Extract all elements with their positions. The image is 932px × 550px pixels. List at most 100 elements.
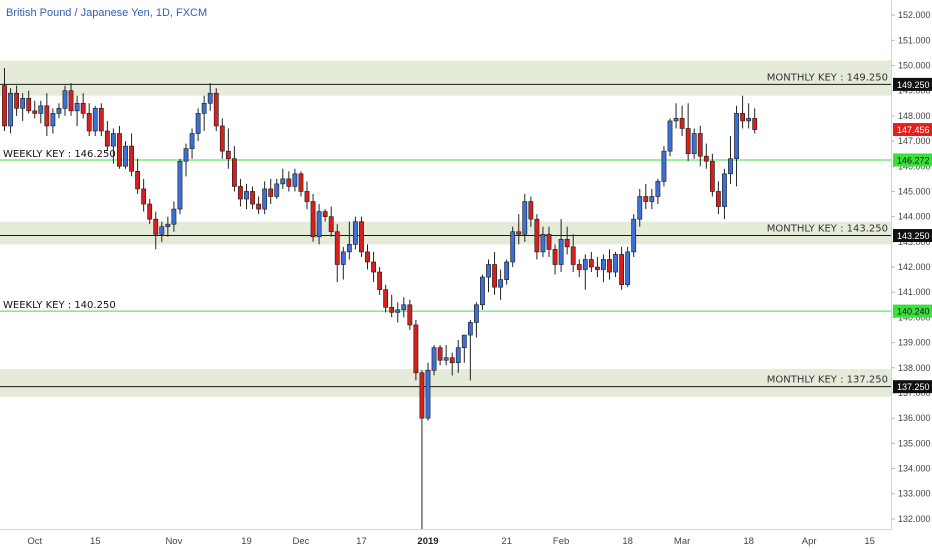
monthly-key-label: MONTHLY KEY : 149.250	[767, 72, 888, 83]
time-tick-label: 18	[622, 536, 633, 547]
monthly-key-label: MONTHLY KEY : 143.250	[767, 224, 888, 235]
candle-body	[165, 223, 171, 228]
candle-body	[111, 133, 116, 147]
candle-body	[298, 173, 304, 192]
candle-body	[661, 150, 667, 182]
candle-body	[431, 347, 437, 371]
candle-body	[703, 155, 709, 162]
time-tick-label: 19	[241, 536, 252, 547]
price-tick-label: 147.000	[898, 136, 931, 146]
time-tick-label: 15	[90, 536, 101, 547]
candle-body	[238, 186, 243, 200]
candle-body	[86, 113, 92, 132]
price-tick-label: 150.000	[898, 60, 931, 70]
candle-body	[522, 201, 528, 235]
weekly-key-label: WEEKLY KEY : 140.250	[3, 300, 116, 311]
candle-body	[395, 309, 401, 313]
time-axis[interactable]: Oct 15 Nov 19 Dec 17 2019 21 Feb 18 Mar 18 Apr 15	[27, 536, 875, 547]
candle-body	[389, 307, 395, 313]
chart-title: British Pound / Japanese Yen, 1D, FXCM	[6, 7, 207, 19]
candle-body	[546, 233, 552, 250]
candle-body	[504, 261, 510, 280]
candle-body	[310, 201, 316, 238]
price-tags-layer: 149.250 143.250 137.250 146.272 140.240 147.4…	[893, 77, 932, 394]
price-tick-label: 133.000	[898, 489, 931, 499]
time-tick-label: Nov	[165, 536, 182, 547]
zones-layer	[0, 60, 891, 397]
candle-body	[697, 133, 703, 157]
candle-body	[752, 118, 758, 130]
candle-body	[44, 105, 50, 127]
price-tick-label: 145.000	[898, 186, 931, 196]
candle-body	[201, 102, 207, 114]
candle-body	[492, 264, 497, 288]
candle-body	[56, 108, 62, 114]
monthly-price-tag: 149.250	[897, 80, 930, 90]
candle-body	[534, 218, 540, 253]
price-tick-label: 142.000	[898, 262, 931, 272]
monthly-key-label: MONTHLY KEY : 137.250	[767, 375, 888, 386]
candle-body	[740, 113, 745, 122]
candle-body	[486, 264, 491, 278]
candle-body	[334, 231, 340, 265]
candle-body	[340, 251, 346, 265]
candle-body	[50, 113, 56, 127]
candle-body	[135, 170, 140, 190]
candle-body	[649, 196, 655, 202]
candle-body	[588, 259, 594, 268]
candle-body	[232, 158, 237, 187]
candle-body	[183, 148, 189, 162]
candle-body	[304, 191, 310, 202]
candle-body	[594, 266, 600, 270]
candle-body	[14, 92, 19, 109]
candle-body	[80, 102, 86, 114]
candle-body	[268, 188, 274, 197]
weekly-price-tag-bg	[893, 153, 932, 167]
candle-body	[177, 160, 183, 210]
candle-body	[280, 178, 286, 185]
candle-body	[613, 254, 618, 273]
candle-body	[153, 218, 159, 235]
candle-body	[104, 130, 110, 147]
candle-body	[74, 102, 80, 112]
candle-body	[443, 357, 449, 361]
candle-body	[401, 304, 407, 311]
time-tick-label: Mar	[674, 536, 690, 547]
candle-body	[244, 191, 249, 200]
candle-body	[631, 218, 637, 253]
candle-body	[576, 264, 582, 270]
candle-body	[346, 244, 352, 253]
candle-body	[207, 92, 213, 104]
last-price-tag-bg	[893, 123, 932, 137]
candle-body	[667, 120, 673, 152]
candle-body	[510, 231, 516, 263]
candle-body	[528, 201, 534, 220]
candle-body	[274, 183, 280, 197]
time-tick-label: Oct	[27, 536, 42, 547]
candle-body	[709, 160, 715, 192]
monthly-price-tag: 143.250	[897, 231, 930, 241]
candle-body	[26, 97, 32, 112]
price-tick-label: 152.000	[898, 10, 931, 20]
candle-body	[564, 239, 570, 248]
candle-body	[250, 191, 255, 205]
candle-body	[377, 271, 382, 290]
key-labels-layer: MONTHLY KEY : 149.250 MONTHLY KEY : 143.2…	[3, 72, 888, 385]
time-tick-label: 15	[864, 536, 875, 547]
candle-body	[582, 259, 588, 270]
candle-body	[225, 150, 231, 159]
candle-body	[189, 133, 195, 149]
candle-body	[286, 178, 292, 187]
candle-body	[383, 289, 389, 308]
candle-body	[123, 145, 128, 167]
candle-body	[619, 254, 624, 285]
time-tick-label: 2019	[417, 536, 438, 547]
candle-body	[715, 191, 721, 207]
candle-body	[195, 113, 201, 134]
candle-body	[552, 249, 558, 265]
monthly-price-tag: 137.250	[897, 382, 930, 392]
candle-body	[601, 259, 606, 270]
candle-body	[516, 231, 522, 235]
